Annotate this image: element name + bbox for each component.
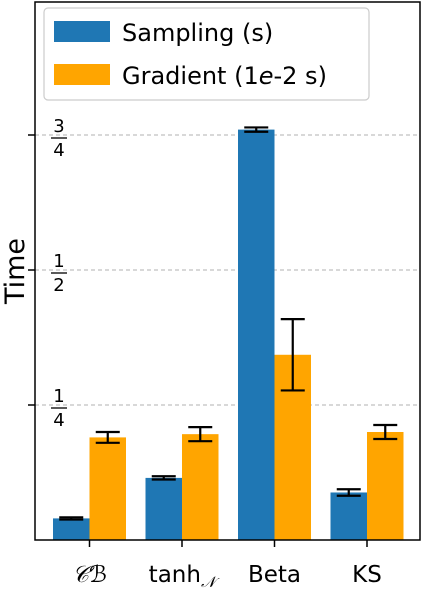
plot-frame — [34, 1, 421, 541]
bar-sampling — [145, 477, 182, 540]
bar-sampling — [53, 518, 90, 540]
legend-box — [43, 7, 370, 101]
bar-sampling — [330, 492, 367, 540]
x-tick-label: KS — [352, 562, 382, 588]
grid-lines — [35, 134, 420, 406]
bars — [53, 129, 404, 540]
bar-gradient — [182, 434, 219, 540]
y-tick-denominator: 2 — [53, 275, 64, 296]
y-axis: 1 4 1 2 3 4 — [28, 116, 67, 431]
legend-swatch-gradient — [54, 64, 110, 85]
x-axis: 𝒞ℬ tanh𝒩 Beta KS — [72, 540, 382, 591]
x-tick-label: tanh𝒩 — [149, 562, 220, 591]
y-tick-numerator: 3 — [53, 116, 64, 137]
bar-gradient — [367, 432, 404, 540]
y-tick-numerator: 1 — [53, 251, 64, 272]
x-tick-label: 𝒞ℬ — [72, 562, 107, 588]
y-tick-denominator: 4 — [53, 140, 64, 161]
legend-label-sampling: Sampling (s) — [122, 19, 273, 47]
bar-gradient — [89, 437, 126, 540]
legend-swatch-sampling — [54, 21, 110, 42]
legend: Sampling (s) Gradient (1e-2 s) — [43, 7, 370, 101]
bar-sampling — [238, 129, 275, 540]
y-tick-numerator: 1 — [53, 386, 64, 407]
error-bars — [59, 126, 398, 521]
y-axis-label: Time — [0, 238, 31, 305]
legend-label-gradient: Gradient (1e-2 s) — [122, 62, 327, 90]
x-tick-label: Beta — [248, 562, 301, 588]
y-tick-denominator: 4 — [53, 410, 64, 431]
